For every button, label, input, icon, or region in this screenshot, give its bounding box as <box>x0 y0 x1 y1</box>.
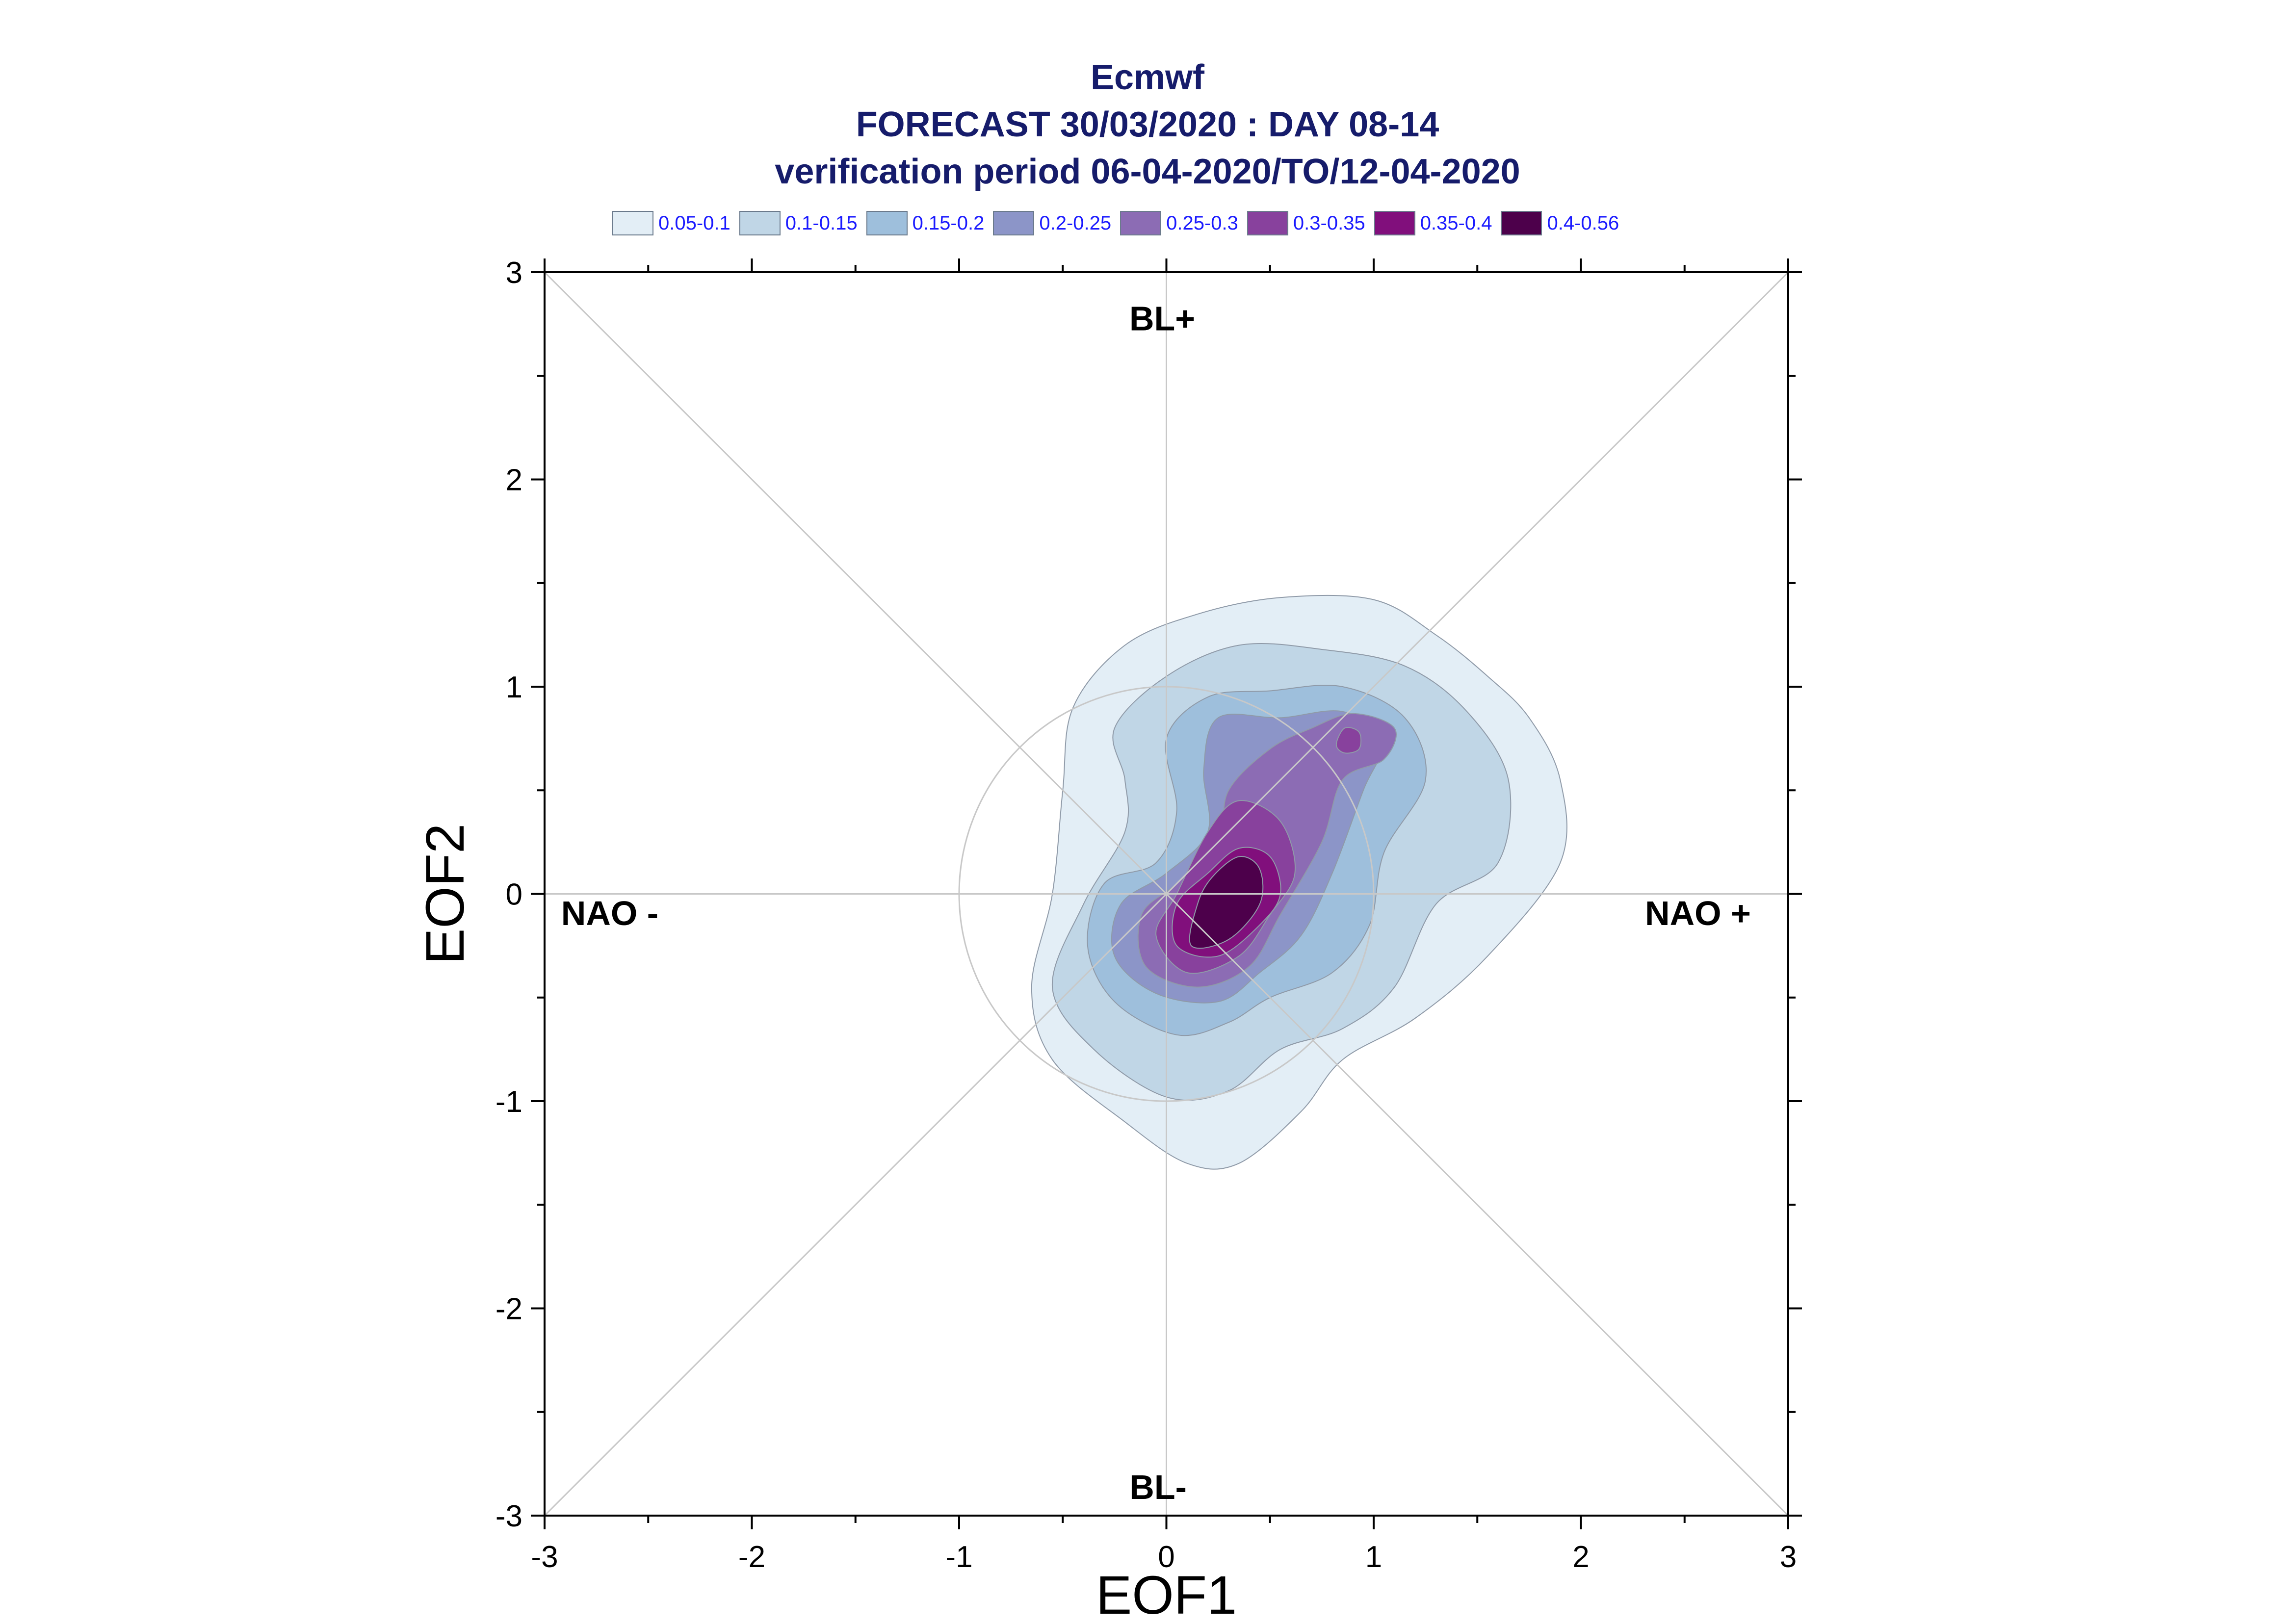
y-axis-title: EOF2 <box>415 824 475 964</box>
legend-label: 0.15-0.2 <box>912 212 985 234</box>
x-tick-label: -1 <box>945 1540 972 1574</box>
regime-label-nao-plus: NAO + <box>1645 894 1751 932</box>
legend-swatch <box>993 211 1035 235</box>
reference-circle <box>958 686 1375 1102</box>
x-tick-label: 1 <box>1365 1540 1382 1574</box>
x-tick-label: 2 <box>1572 1540 1589 1574</box>
legend-label: 0.25-0.3 <box>1166 212 1238 234</box>
x-tick-label: -3 <box>531 1540 558 1574</box>
legend-item: 0.4-0.56 <box>1501 211 1619 235</box>
legend-item: 0.3-0.35 <box>1247 211 1365 235</box>
legend-swatch <box>1501 211 1542 235</box>
legend-swatch <box>612 211 653 235</box>
legend-item: 0.15-0.2 <box>866 211 985 235</box>
x-tick-label: -2 <box>738 1540 765 1574</box>
y-tick-label: -3 <box>496 1499 522 1533</box>
legend-label: 0.2-0.25 <box>1039 212 1112 234</box>
legend-item: 0.05-0.1 <box>612 211 730 235</box>
y-tick-label: -1 <box>496 1085 522 1119</box>
y-tick-label: -2 <box>496 1292 522 1326</box>
x-axis-title: EOF1 <box>1096 1565 1237 1624</box>
y-tick-label: 2 <box>506 464 522 497</box>
legend-label: 0.4-0.56 <box>1547 212 1619 234</box>
legend-swatch <box>739 211 781 235</box>
y-tick-label: 0 <box>506 878 522 912</box>
diagonal-line-ascending <box>544 271 1789 1517</box>
legend-label: 0.05-0.1 <box>658 212 730 234</box>
x-tick-label: 0 <box>1158 1540 1174 1574</box>
density-contours <box>1031 594 1567 1170</box>
title-line-3: verification period 06-04-2020/TO/12-04-… <box>775 152 1520 191</box>
legend-item: 0.25-0.3 <box>1120 211 1238 235</box>
legend-item: 0.2-0.25 <box>993 211 1111 235</box>
legend-label: 0.3-0.35 <box>1293 212 1365 234</box>
legend-swatch <box>866 211 908 235</box>
legend: 0.05-0.1 0.1-0.15 0.15-0.2 0.2-0.25 0.25-0.3… <box>612 208 1628 238</box>
regime-label-bl-plus: BL+ <box>1129 299 1195 337</box>
contour-level <box>1335 727 1362 754</box>
legend-swatch <box>1374 211 1415 235</box>
x-tick-label: 3 <box>1780 1540 1797 1574</box>
reference-lines <box>544 271 1789 1517</box>
y-tick-label: 1 <box>506 670 522 704</box>
legend-item: 0.35-0.4 <box>1374 211 1492 235</box>
title-line-1: Ecmwf <box>1090 58 1205 97</box>
y-tick-label: 3 <box>506 256 522 290</box>
legend-label: 0.1-0.15 <box>785 212 858 234</box>
regime-label-nao-minus: NAO - <box>561 894 658 932</box>
legend-swatch <box>1247 211 1288 235</box>
regime-label-bl-minus: BL- <box>1129 1468 1187 1506</box>
contour-level <box>1189 856 1264 949</box>
chart-title: Ecmwf FORECAST 30/03/2020 : DAY 08-14 ve… <box>0 54 2295 195</box>
axes: -3 -2 -1 0 1 2 3 -3 -2 -1 0 1 2 3 <box>496 256 1802 1574</box>
title-line-2: FORECAST 30/03/2020 : DAY 08-14 <box>856 105 1439 144</box>
legend-item: 0.1-0.15 <box>739 211 858 235</box>
legend-swatch <box>1120 211 1162 235</box>
legend-label: 0.35-0.4 <box>1420 212 1492 234</box>
